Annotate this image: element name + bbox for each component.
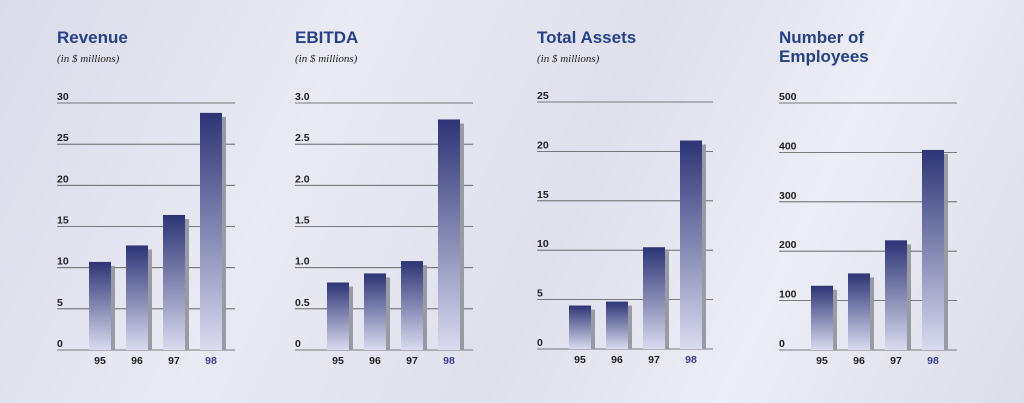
bar-97 [885,240,907,350]
x-tick-label: 95 [94,355,106,367]
y-tick-label: 1.5 [295,215,310,227]
total-assets-chart-panel: Total Assets (in $ millions) 0 5 10 15 20 25 9… [537,0,787,403]
x-tick-label: 98 [443,355,455,367]
bar-96 [606,301,628,349]
y-tick-label: 0 [779,338,785,350]
y-tick-label: 300 [779,190,797,202]
bar-97 [643,247,665,349]
y-tick-label: 2.0 [295,173,310,185]
bar-95 [327,282,349,350]
bar-95 [89,261,111,350]
revenue-chart-panel: Revenue (in $ millions) 0 5 10 15 20 25 30 95 96… [57,0,307,403]
y-tick-label: 400 [779,140,797,152]
y-tick-label: 0 [57,338,63,350]
bar-96 [126,245,148,350]
total-assets-bar-chart: 0 5 10 15 20 25 95 96 97 98 [537,90,713,366]
x-tick-label: 96 [369,355,381,367]
x-tick-label: 98 [927,355,939,367]
chart-subtitle: (in $ millions) [295,53,358,65]
x-tick-label: 96 [853,355,865,367]
y-tick-label: 1.0 [295,256,310,268]
x-tick-label: 98 [205,355,217,367]
bar-98 [200,112,222,350]
x-tick-label: 95 [332,355,344,367]
y-tick-label: 100 [779,289,797,301]
bar-98 [922,149,944,350]
ebitda-chart-panel: EBITDA (in $ millions) 0 0.5 1.0 1.5 2.0 2.5 3… [295,0,545,403]
y-tick-label: 25 [57,132,69,144]
chart-subtitle: (in $ millions) [537,53,600,65]
y-tick-label: 5 [57,297,63,309]
y-tick-label: 3.0 [295,91,310,103]
y-tick-label: 15 [537,189,549,201]
x-tick-label: 95 [816,355,828,367]
y-tick-label: 2.5 [295,132,310,144]
y-tick-label: 5 [537,288,543,300]
y-tick-label: 30 [57,91,69,103]
chart-title: Revenue [57,28,128,47]
employees-chart-panel: Number of Employees 0 100 200 300 400 500 95 96… [779,0,1024,403]
bar-98 [680,140,702,349]
y-tick-label: 10 [537,238,549,250]
y-tick-label: 0 [295,338,301,350]
revenue-bar-chart: 0 5 10 15 20 25 30 95 96 97 98 [57,91,235,367]
employees-bar-chart: 0 100 200 300 400 500 95 96 97 98 [779,91,957,367]
y-tick-label: 20 [57,173,69,185]
x-tick-label: 96 [131,355,143,367]
y-tick-label: 10 [57,256,69,268]
bar-96 [364,273,386,350]
x-tick-label: 95 [574,354,586,366]
chart-title: EBITDA [295,28,359,47]
y-tick-label: 0 [537,337,543,349]
y-tick-label: 0.5 [295,297,310,309]
bar-97 [401,261,423,350]
x-tick-label: 97 [168,355,180,367]
ebitda-bar-chart: 0 0.5 1.0 1.5 2.0 2.5 3.0 95 96 97 98 [295,91,473,367]
bar-95 [569,305,591,349]
x-tick-label: 98 [685,354,697,366]
y-tick-label: 25 [537,90,549,102]
chart-title: Number of Employees [779,28,869,66]
y-tick-label: 15 [57,215,69,227]
y-tick-label: 500 [779,91,797,103]
x-tick-label: 97 [648,354,660,366]
chart-title: Total Assets [537,28,637,47]
x-tick-label: 97 [406,355,418,367]
chart-subtitle: (in $ millions) [57,53,120,65]
bar-95 [811,285,833,350]
x-tick-label: 96 [611,354,623,366]
x-tick-label: 97 [890,355,902,367]
y-tick-label: 200 [779,239,797,251]
y-tick-label: 20 [537,139,549,151]
bar-98 [438,119,460,350]
bar-97 [163,214,185,350]
bar-96 [848,273,870,350]
